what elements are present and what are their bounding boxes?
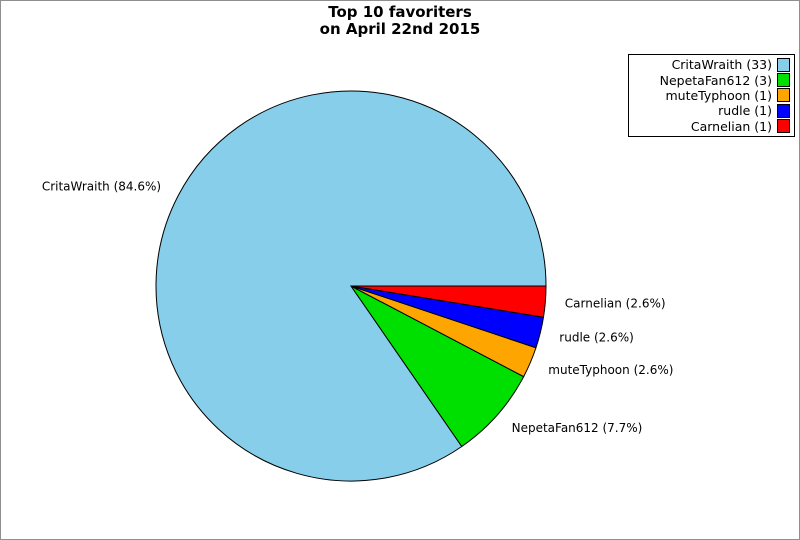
legend-item-rudle: rudle (1) bbox=[631, 103, 790, 118]
slice-label-muteTyphoon: muteTyphoon (2.6%) bbox=[548, 363, 673, 377]
legend-swatch-icon bbox=[777, 88, 790, 103]
chart-title-line2: on April 22nd 2015 bbox=[319, 20, 481, 38]
legend-item-CritaWraith: CritaWraith (33) bbox=[631, 57, 790, 72]
legend-swatch-icon bbox=[777, 73, 790, 88]
pie-slice-NepetaFan612 bbox=[350, 285, 525, 448]
slice-label-CritaWraith: CritaWraith (84.6%) bbox=[42, 179, 161, 193]
legend-item-Carnelian: Carnelian (1) bbox=[631, 119, 790, 134]
legend-swatch-icon bbox=[777, 119, 790, 134]
legend-label: muteTyphoon (1) bbox=[665, 87, 772, 103]
chart-title-line1: Top 10 favoriters bbox=[328, 3, 472, 21]
legend-label: Carnelian (1) bbox=[690, 118, 772, 134]
pie-slice-Carnelian bbox=[350, 285, 547, 318]
slice-label-Carnelian: Carnelian (2.6%) bbox=[565, 296, 666, 310]
legend-item-NepetaFan612: NepetaFan612 (3) bbox=[631, 73, 790, 88]
legend: CritaWraith (33) NepetaFan612 (3) muteTyph… bbox=[628, 54, 795, 137]
legend-swatch-icon bbox=[777, 57, 790, 72]
slice-label-NepetaFan612: NepetaFan612 (7.7%) bbox=[512, 421, 643, 435]
slice-label-rudle: rudle (2.6%) bbox=[559, 330, 634, 344]
legend-label: rudle (1) bbox=[718, 103, 772, 119]
legend-item-muteTyphoon: muteTyphoon (1) bbox=[631, 88, 790, 103]
legend-swatch-icon bbox=[777, 103, 790, 118]
legend-label: CritaWraith (33) bbox=[671, 57, 772, 73]
legend-label: NepetaFan612 (3) bbox=[659, 72, 772, 88]
chart-title: Top 10 favoriters on April 22nd 2015 bbox=[1, 4, 799, 38]
